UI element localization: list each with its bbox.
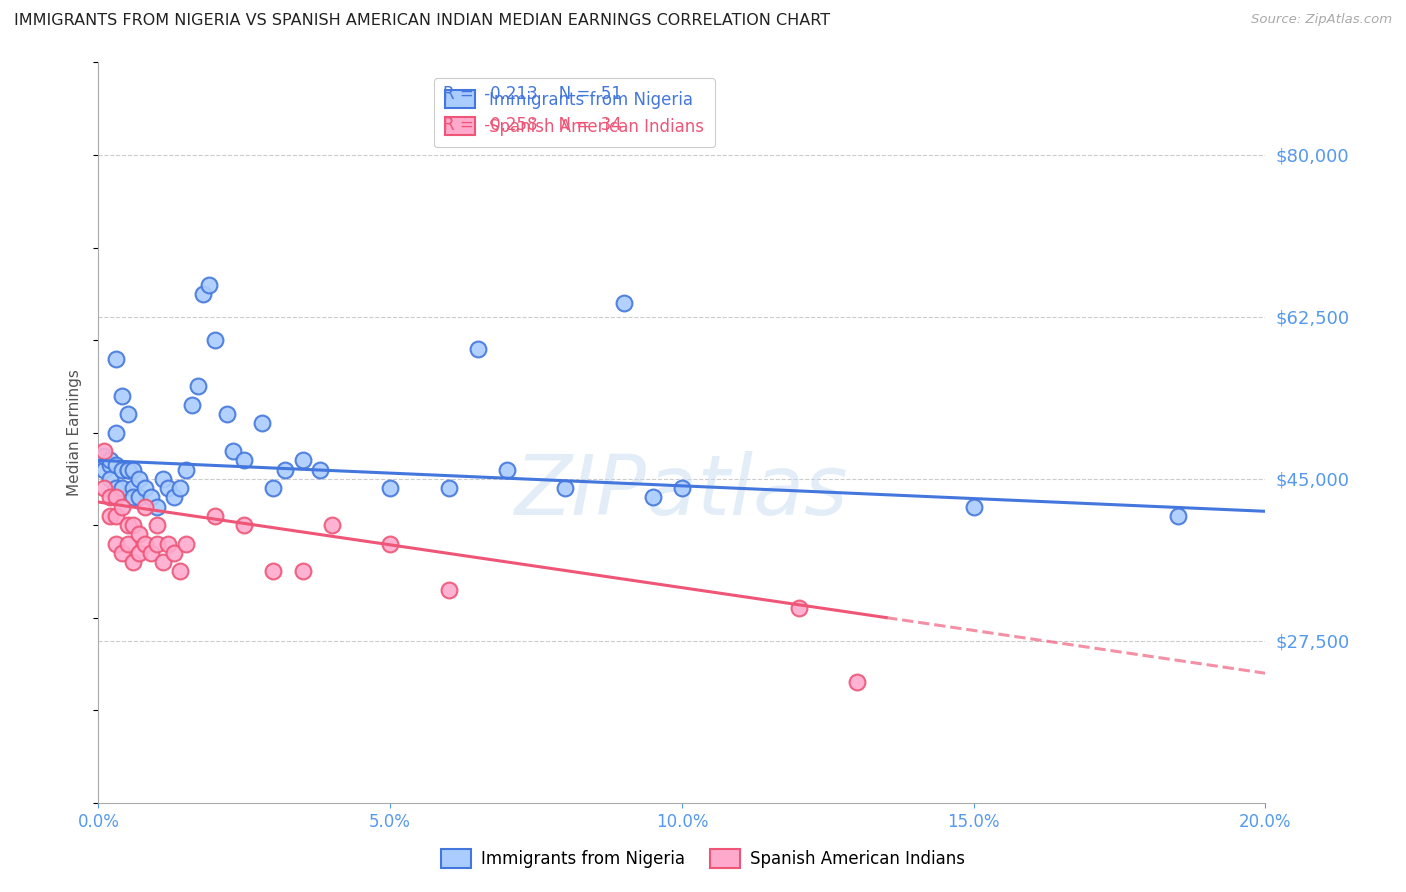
- Point: [467, 343, 489, 357]
- Point: [169, 481, 191, 495]
- Point: [128, 491, 150, 505]
- Point: [437, 481, 460, 495]
- Point: [554, 481, 576, 495]
- Point: [152, 555, 174, 569]
- Point: [104, 491, 127, 505]
- Point: [111, 388, 134, 402]
- Point: [146, 536, 169, 550]
- Point: [111, 481, 134, 495]
- Point: [262, 481, 284, 495]
- Point: [233, 518, 256, 533]
- Point: [274, 462, 297, 476]
- Point: [221, 444, 243, 458]
- Point: [233, 453, 256, 467]
- Point: [174, 536, 197, 550]
- Point: [104, 458, 127, 472]
- Point: [291, 453, 314, 467]
- Point: [134, 500, 156, 514]
- Point: [111, 546, 134, 560]
- Point: [163, 546, 186, 560]
- Point: [98, 491, 121, 505]
- Point: [198, 277, 221, 292]
- Point: [117, 462, 139, 476]
- Point: [117, 536, 139, 550]
- Point: [139, 491, 162, 505]
- Point: [104, 481, 127, 495]
- Point: [215, 407, 238, 421]
- Point: [104, 536, 127, 550]
- Point: [98, 472, 121, 486]
- Point: [128, 527, 150, 541]
- Point: [309, 462, 332, 476]
- Point: [1167, 508, 1189, 523]
- Point: [146, 500, 169, 514]
- Point: [437, 582, 460, 597]
- Point: [262, 565, 284, 579]
- Point: [111, 500, 134, 514]
- Text: R =  -0.213    N =  51: R = -0.213 N = 51: [443, 85, 621, 103]
- Point: [93, 462, 115, 476]
- Point: [117, 518, 139, 533]
- Point: [180, 398, 202, 412]
- Point: [250, 417, 273, 431]
- Point: [962, 500, 984, 514]
- Point: [193, 286, 215, 301]
- Point: [134, 481, 156, 495]
- Point: [104, 508, 127, 523]
- Point: [787, 601, 810, 615]
- Point: [641, 491, 664, 505]
- Point: [98, 458, 121, 472]
- Point: [139, 546, 162, 560]
- Point: [98, 508, 121, 523]
- Point: [152, 472, 174, 486]
- Legend: Immigrants from Nigeria, Spanish American Indians: Immigrants from Nigeria, Spanish America…: [434, 843, 972, 875]
- Text: Source: ZipAtlas.com: Source: ZipAtlas.com: [1251, 13, 1392, 27]
- Point: [122, 518, 145, 533]
- Point: [321, 518, 343, 533]
- Point: [93, 449, 115, 463]
- Point: [157, 481, 180, 495]
- Legend: Immigrants from Nigeria, Spanish American Indians: Immigrants from Nigeria, Spanish America…: [433, 78, 716, 147]
- Point: [846, 675, 869, 690]
- Point: [187, 379, 209, 393]
- Point: [104, 351, 127, 366]
- Point: [163, 491, 186, 505]
- Point: [174, 462, 197, 476]
- Point: [122, 555, 145, 569]
- Point: [169, 565, 191, 579]
- Point: [122, 491, 145, 505]
- Point: [380, 481, 402, 495]
- Point: [122, 462, 145, 476]
- Text: R =  -0.258    N =  34: R = -0.258 N = 34: [443, 116, 621, 134]
- Point: [157, 536, 180, 550]
- Point: [496, 462, 519, 476]
- Point: [380, 536, 402, 550]
- Point: [93, 444, 115, 458]
- Point: [117, 462, 139, 476]
- Point: [98, 453, 121, 467]
- Point: [612, 296, 634, 310]
- Point: [104, 425, 127, 440]
- Point: [111, 462, 134, 476]
- Point: [204, 333, 226, 347]
- Point: [291, 565, 314, 579]
- Point: [146, 518, 169, 533]
- Point: [117, 407, 139, 421]
- Point: [134, 536, 156, 550]
- Point: [128, 472, 150, 486]
- Text: IMMIGRANTS FROM NIGERIA VS SPANISH AMERICAN INDIAN MEDIAN EARNINGS CORRELATION C: IMMIGRANTS FROM NIGERIA VS SPANISH AMERI…: [14, 13, 830, 29]
- Point: [93, 481, 115, 495]
- Y-axis label: Median Earnings: Median Earnings: [67, 369, 83, 496]
- Point: [204, 508, 226, 523]
- Point: [128, 546, 150, 560]
- Text: ZIPatlas: ZIPatlas: [515, 451, 849, 533]
- Point: [671, 481, 693, 495]
- Point: [122, 481, 145, 495]
